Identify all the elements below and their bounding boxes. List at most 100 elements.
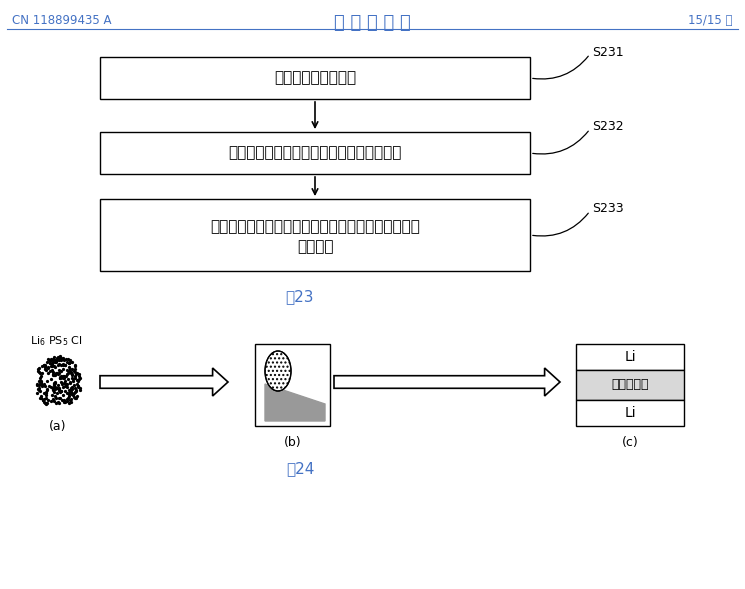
Point [54,372,66,382]
Point [69,368,81,377]
Point [50,398,62,408]
Point [42,368,54,378]
Point [69,362,80,371]
Point [42,362,54,371]
Point [59,381,71,391]
Point [35,377,47,386]
Point [51,380,63,390]
Point [54,365,66,375]
Point [57,395,69,404]
Point [48,361,60,370]
Point [32,366,44,376]
Polygon shape [334,368,560,396]
Point [67,376,79,386]
Point [52,360,64,370]
Point [39,365,51,374]
Point [74,383,86,392]
Text: 组装金属锂负极、硫化物固态电解质和正极，得到锂: 组装金属锂负极、硫化物固态电解质和正极，得到锂 [210,220,420,234]
Point [41,398,53,408]
Bar [576,400,684,426]
Point [48,378,60,388]
Point [35,379,47,389]
Point [65,388,77,398]
Point [44,359,56,368]
Point [48,394,60,403]
Point [40,391,52,400]
Text: 15/15 页: 15/15 页 [688,14,733,27]
Point [66,367,77,376]
Point [48,358,60,367]
Text: 图23: 图23 [286,289,314,304]
Point [55,372,67,381]
Point [49,382,61,392]
Point [63,389,74,398]
Point [48,396,60,406]
Text: S232: S232 [592,121,624,134]
Point [49,378,61,387]
Point [55,366,67,376]
Point [32,365,44,374]
Point [67,374,79,383]
Point [51,357,63,366]
Point [46,361,58,370]
Point [34,380,45,390]
Point [39,393,51,403]
Bar [576,344,684,370]
Point [48,387,60,396]
Point [57,378,69,388]
Point [31,379,43,388]
Point [34,376,45,386]
Point [51,397,63,406]
Point [37,395,49,405]
Text: Li: Li [624,350,635,364]
Point [72,375,83,385]
Point [45,356,57,365]
Text: Li: Li [624,406,635,420]
Point [62,354,74,363]
Point [36,368,48,378]
Point [69,393,81,403]
Bar [255,344,330,426]
Bar [100,57,530,99]
Point [66,370,78,380]
Text: S231: S231 [592,45,624,58]
Point [72,375,84,384]
Point [31,388,43,398]
Point [42,382,54,391]
Point [34,378,45,387]
Point [51,388,63,398]
Point [68,380,80,390]
Point [62,389,74,398]
Point [42,355,54,364]
Point [64,356,76,365]
Point [45,374,57,383]
Point [72,368,83,377]
Text: (b): (b) [284,436,301,449]
Point [59,360,71,369]
Point [53,383,65,392]
Point [70,386,82,395]
Point [70,385,82,395]
Point [46,391,58,400]
Point [34,393,46,402]
Point [63,369,74,378]
Point [48,352,60,362]
Point [54,373,66,383]
Point [35,378,47,388]
Point [31,380,42,389]
Point [52,369,64,378]
Point [54,387,66,396]
Point [69,372,81,381]
Point [54,393,66,403]
Point [45,360,57,370]
Point [73,374,85,383]
Point [47,367,59,376]
Point [59,398,71,407]
Point [46,385,58,395]
Point [55,377,67,386]
Point [34,376,46,385]
Point [53,368,65,378]
Point [60,371,72,380]
Point [45,359,57,369]
Point [66,365,78,374]
